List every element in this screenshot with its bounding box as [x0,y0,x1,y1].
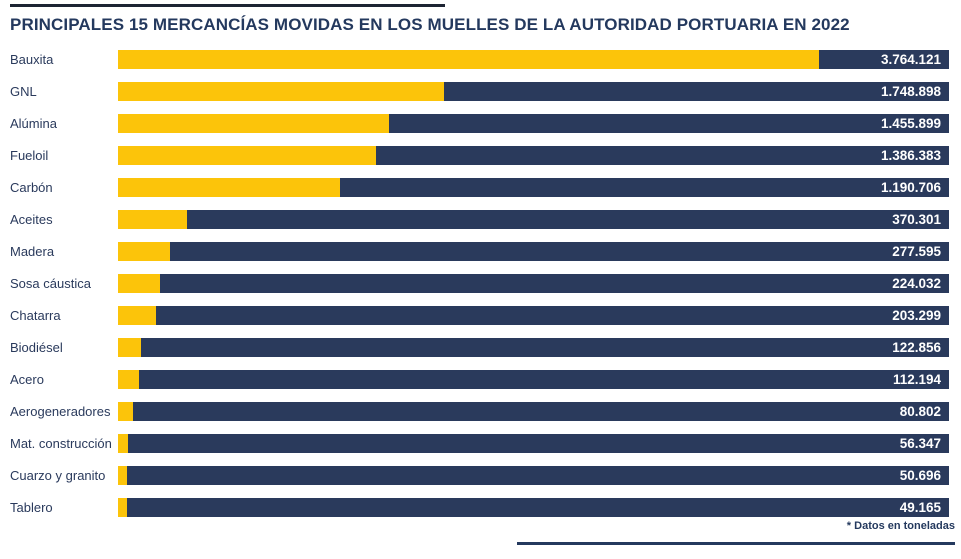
bar-fill [118,338,141,357]
value-label: 1.190.706 [880,180,941,195]
bar-fill [118,498,128,517]
bottom-rule [517,542,955,545]
bar-fill [118,370,139,389]
bar-fill [118,466,128,485]
category-label: Biodiésel [10,340,63,355]
category-label: Mat. construcción [10,436,112,451]
bar-row: Carbón 1.190.706 [0,178,961,197]
category-label: Carbón [10,180,53,195]
bar-chart: Bauxita 3.764.121 GNL 1.748.898 Alúmina 1.455… [0,50,961,530]
top-rule [10,4,445,7]
category-label: Cuarzo y granito [10,468,106,483]
bar-track: 49.165 [118,498,949,517]
bar-fill [118,306,156,325]
bar-row: Sosa cáustica 224.032 [0,274,961,293]
category-label: Bauxita [10,52,54,67]
category-label: Chatarra [10,308,61,323]
bar-track: 50.696 [118,466,949,485]
value-label: 1.748.898 [880,84,941,99]
category-label: GNL [10,84,37,99]
bar-track: 370.301 [118,210,949,229]
bar-row: Aceites 370.301 [0,210,961,229]
value-label: 277.595 [892,244,941,259]
category-label: Aerogeneradores [10,404,111,419]
category-label: Madera [10,244,55,259]
bar-track: 277.595 [118,242,949,261]
bar-track: 1.190.706 [118,178,949,197]
bar-track: 112.194 [118,370,949,389]
bar-row: Aerogeneradores 80.802 [0,402,961,421]
bar-row: Madera 277.595 [0,242,961,261]
category-label: Alúmina [10,116,57,131]
bar-row: Tablero 49.165 [0,498,961,517]
bar-track: 3.764.121 [118,50,949,69]
bar-row: Biodiésel 122.856 [0,338,961,357]
bar-row: Fueloil 1.386.383 [0,146,961,165]
value-label: 370.301 [892,212,941,227]
bar-fill [118,274,160,293]
bar-fill [118,82,444,101]
bar-row: Mat. construcción 56.347 [0,434,961,453]
category-label: Acero [10,372,44,387]
value-label: 1.455.899 [880,116,941,131]
bar-track: 203.299 [118,306,949,325]
bar-row: Acero 112.194 [0,370,961,389]
value-label: 203.299 [892,308,941,323]
bar-track: 1.455.899 [118,114,949,133]
bar-fill [118,210,187,229]
value-label: 56.347 [899,436,941,451]
bar-track: 1.386.383 [118,146,949,165]
category-label: Tablero [10,500,53,515]
value-label: 1.386.383 [880,148,941,163]
bar-track: 224.032 [118,274,949,293]
bar-row: Cuarzo y granito 50.696 [0,466,961,485]
footnote: * Datos en toneladas [846,520,955,532]
bar-row: Bauxita 3.764.121 [0,50,961,69]
value-label: 50.696 [899,468,941,483]
category-label: Aceites [10,212,53,227]
bar-fill [118,146,377,165]
bar-track: 1.748.898 [118,82,949,101]
value-label: 112.194 [892,372,941,387]
bar-fill [118,178,340,197]
bar-fill [118,434,129,453]
category-label: Sosa cáustica [10,276,91,291]
bar-row: Alúmina 1.455.899 [0,114,961,133]
bar-row: GNL 1.748.898 [0,82,961,101]
bar-track: 122.856 [118,338,949,357]
bar-fill [118,402,134,421]
bar-fill [118,114,390,133]
chart-title: PRINCIPALES 15 MERCANCÍAS MOVIDAS EN LOS… [10,15,850,34]
value-label: 122.856 [892,340,941,355]
value-label: 3.764.121 [880,52,941,67]
bar-fill [118,242,170,261]
category-label: Fueloil [10,148,49,163]
bar-track: 80.802 [118,402,949,421]
value-label: 224.032 [892,276,941,291]
bar-fill [118,50,820,69]
bar-track: 56.347 [118,434,949,453]
value-label: 80.802 [899,404,941,419]
bar-row: Chatarra 203.299 [0,306,961,325]
value-label: 49.165 [899,500,941,515]
